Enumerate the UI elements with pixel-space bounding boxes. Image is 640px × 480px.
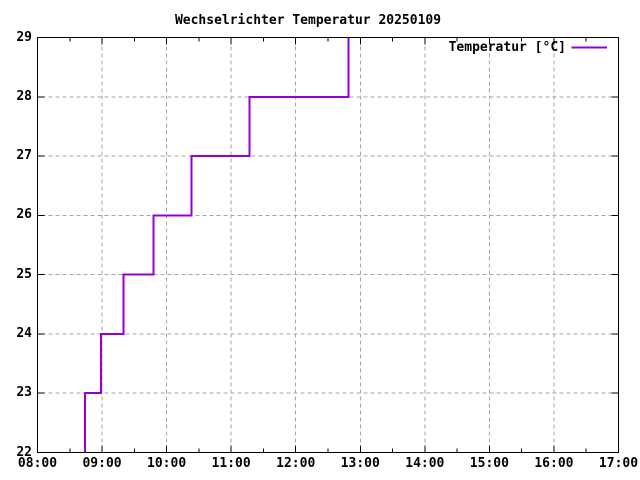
y-tick-label: 23: [16, 385, 32, 401]
x-tick-label: 10:00: [147, 456, 187, 471]
y-tick-label: 24: [16, 325, 32, 341]
x-tick-label: 09:00: [82, 456, 122, 471]
x-tick-label: 11:00: [211, 456, 251, 471]
y-tick-label: 29: [16, 29, 32, 45]
legend-label: Temperatur [°C]: [448, 40, 566, 55]
y-tick-label: 22: [16, 444, 32, 460]
y-tick-label: 26: [16, 207, 32, 223]
x-tick-label: 15:00: [469, 456, 509, 471]
x-tick-label: 12:00: [276, 456, 316, 471]
y-tick-label: 25: [16, 266, 32, 282]
x-tick-label: 08:00: [17, 456, 58, 471]
y-tick-label: 27: [16, 148, 32, 164]
x-tick-label: 13:00: [340, 456, 380, 471]
plot-frame: [37, 37, 619, 453]
chart-title: Wechselrichter Temperatur 20250109: [174, 13, 442, 28]
x-tick-label: 14:00: [405, 456, 445, 471]
temperature-step-line: [83, 37, 350, 453]
y-tick-label: 28: [16, 88, 32, 104]
x-tick-label: 17:00: [598, 456, 639, 471]
x-tick-label: 16:00: [534, 456, 574, 471]
